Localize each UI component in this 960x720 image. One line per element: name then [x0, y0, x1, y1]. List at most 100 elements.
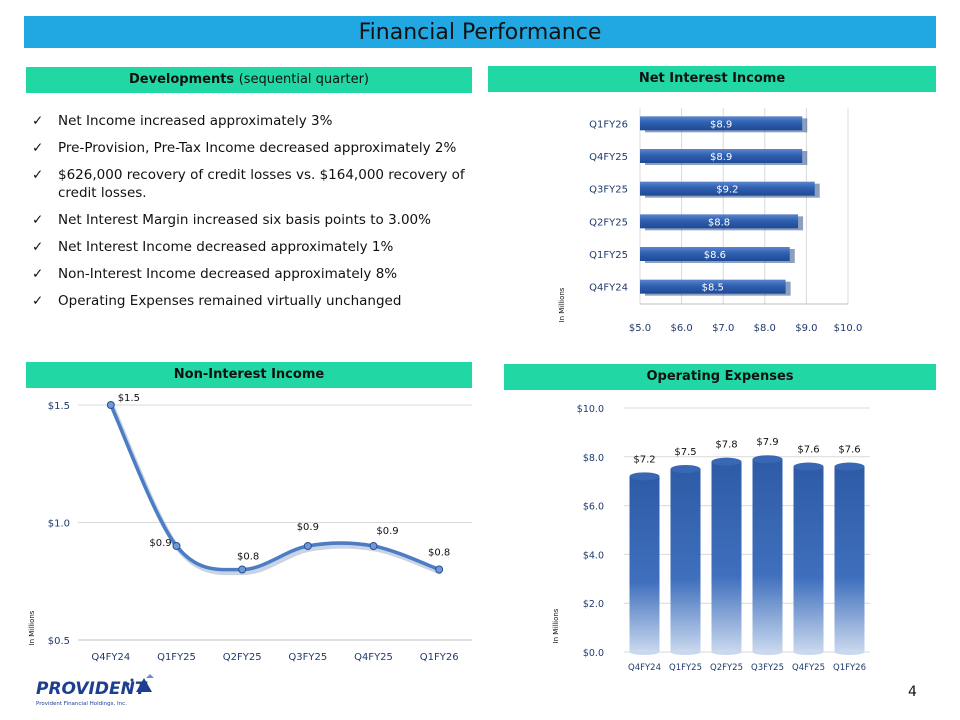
y-tick-label: $10.0: [577, 404, 604, 415]
data-point: [369, 542, 378, 550]
x-tick-label: $8.0: [754, 323, 776, 334]
data-label: $8.9: [710, 119, 732, 130]
data-label: $0.9: [376, 526, 398, 537]
bar: [640, 181, 815, 196]
data-point: [238, 565, 247, 574]
developments-heading-sub: (sequential quarter): [238, 72, 369, 87]
bullet-text: Non-Interest Income decreased approximat…: [58, 266, 398, 282]
y-tick-label: $1.5: [48, 401, 70, 412]
y-tick-label: $6.0: [583, 502, 604, 513]
x-tick-label: Q1FY26: [420, 652, 459, 663]
x-tick-label: $9.0: [795, 323, 817, 334]
bar-cap: [629, 472, 660, 481]
check-icon: ✓: [32, 212, 44, 228]
logo-tagline: Provident Financial Holdings, Inc.: [36, 701, 127, 707]
bar-base: [752, 649, 783, 655]
operating-expenses-chart: $0.0 $2.0 $4.0 $6.0 $8.0 $10.0 $7.2 Q4FY24 $7.5 Q…: [552, 404, 870, 673]
y-tick-label: Q3FY25: [589, 185, 628, 196]
bar: [711, 461, 742, 652]
x-tick-label: Q3FY25: [751, 663, 784, 673]
bullet-text: Operating Expenses remained virtually un…: [58, 293, 402, 309]
x-tick-label: Q1FY25: [669, 663, 702, 673]
y-axis-label: In Millions: [28, 610, 36, 645]
data-label: $0.8: [428, 548, 450, 559]
data-point: [435, 565, 444, 574]
non-interest-income-chart: $0.5 $1.0 $1.5 $1.5 Q4FY24 $0.9 Q1FY25 $0.8 Q2FY…: [28, 393, 472, 663]
x-tick-label: Q3FY25: [288, 652, 327, 663]
bullet-text: $626,000 recovery of credit losses vs. $…: [58, 167, 465, 201]
bar-base: [834, 649, 865, 655]
data-label: $8.8: [708, 217, 730, 228]
net-interest-income-header: Net Interest Income: [488, 66, 936, 92]
x-tick-label: Q1FY25: [157, 652, 196, 663]
bar: [640, 116, 803, 131]
bar: [640, 214, 799, 229]
bar-cap: [834, 462, 865, 471]
bullet-text: Pre-Provision, Pre-Tax Income decreased …: [58, 140, 457, 156]
check-icon: ✓: [32, 239, 44, 255]
y-tick-label: $8.0: [583, 453, 604, 464]
bar: [640, 149, 803, 163]
list-item: ✓ $626,000 recovery of credit losses vs. …: [30, 166, 470, 202]
data-label: $7.8: [715, 440, 737, 451]
bar: [834, 466, 865, 652]
data-label: $7.9: [756, 437, 778, 448]
data-label: $8.5: [702, 283, 724, 294]
data-label: $7.5: [674, 447, 696, 458]
x-tick-label: Q4FY24: [628, 663, 661, 673]
bar: [640, 247, 790, 261]
data-label: $7.6: [838, 445, 860, 456]
bar: [670, 469, 701, 652]
bar-base: [670, 649, 701, 655]
x-tick-label: Q4FY25: [792, 663, 825, 673]
page-title: Financial Performance: [24, 16, 936, 48]
non-interest-income-header: Non-Interest Income: [26, 362, 472, 388]
developments-header: Developments (sequential quarter): [26, 67, 472, 93]
x-tick-label: Q4FY24: [91, 652, 130, 663]
bullet-text: Net Income increased approximately 3%: [58, 113, 333, 129]
bar-cap: [670, 465, 701, 473]
check-icon: ✓: [32, 293, 44, 309]
bar: [752, 459, 783, 652]
bullet-text: Net Interest Income decreased approximat…: [58, 239, 394, 255]
developments-list: ✓ Net Income increased approximately 3% ✓…: [30, 112, 470, 319]
y-tick-label: $0.5: [48, 636, 70, 647]
x-tick-label: Q4FY25: [354, 652, 393, 663]
list-item: ✓ Net Income increased approximately 3%: [30, 112, 470, 130]
x-tick-label: $7.0: [712, 323, 734, 334]
list-item: ✓ Non-Interest Income decreased approxima…: [30, 265, 470, 283]
list-item: ✓ Net Interest Income decreased approxima…: [30, 238, 470, 256]
check-icon: ✓: [32, 167, 44, 183]
y-tick-label: $2.0: [583, 599, 604, 610]
y-tick-label: Q2FY25: [589, 217, 628, 228]
x-tick-label: Q2FY25: [223, 652, 262, 663]
data-label: $7.6: [797, 445, 819, 456]
bar-cap: [793, 462, 824, 471]
bar-base: [793, 649, 824, 655]
y-tick-label: $1.0: [48, 519, 70, 530]
data-label: $0.8: [237, 552, 259, 563]
bar: [640, 279, 786, 294]
data-label: $7.2: [633, 454, 655, 465]
check-icon: ✓: [32, 140, 44, 156]
y-tick-label: Q1FY25: [589, 250, 628, 261]
check-icon: ✓: [32, 266, 44, 282]
y-axis-label: In Millions: [552, 608, 560, 643]
logo-name: PROVIDENT: [36, 679, 148, 699]
data-label: $0.9: [149, 538, 171, 549]
x-tick-label: Q2FY25: [710, 663, 743, 673]
data-label: $0.9: [297, 522, 319, 533]
bullet-text: Net Interest Margin increased six basis …: [58, 212, 431, 228]
bar-cap: [711, 457, 742, 466]
y-tick-label: Q4FY25: [589, 152, 628, 163]
y-tick-label: Q4FY24: [589, 283, 628, 294]
developments-heading: Developments: [128, 72, 235, 87]
data-label: $8.6: [704, 250, 726, 261]
provident-logo: PROVIDENT Provident Financial Holdings, …: [36, 674, 154, 707]
data-label: $1.5: [118, 393, 140, 404]
operating-expenses-header: Operating Expenses: [504, 364, 936, 390]
list-item: ✓ Pre-Provision, Pre-Tax Income decreased…: [30, 139, 470, 157]
page-number: 4: [908, 684, 917, 700]
bar-cap: [752, 455, 783, 464]
bar: [793, 466, 824, 652]
